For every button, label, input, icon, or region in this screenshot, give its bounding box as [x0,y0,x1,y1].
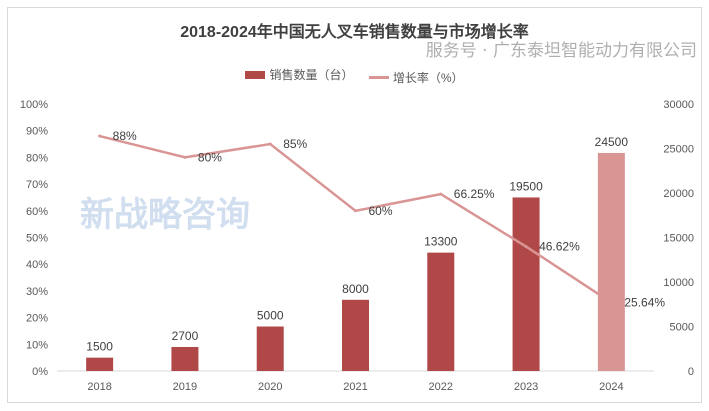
legend: 销售数量（台） 增长率（%） [0,66,709,86]
bar [256,326,284,371]
line-label: 46.62% [539,240,580,254]
left-tick-label: 10% [26,339,48,351]
line-label: 66.25% [454,187,495,201]
bar [512,197,540,371]
x-tick-label: 2022 [429,381,453,393]
right-tick-label: 25000 [663,144,694,156]
left-tick-label: 20% [26,313,48,325]
line-point [524,245,528,249]
bar-label: 13300 [424,235,458,249]
left-tick-label: 60% [26,206,48,218]
legend-swatch-line [368,75,389,79]
right-tick-label: 30000 [663,99,694,111]
legend-item-sales[interactable]: 销售数量（台） [245,66,354,83]
left-tick-label: 0% [32,366,48,378]
left-tick-label: 100% [20,99,48,111]
bar-label: 1500 [86,340,113,354]
x-tick-label: 2021 [343,381,367,393]
left-tick-label: 40% [26,259,48,271]
x-tick-label: 2018 [87,381,111,393]
x-tick-label: 2020 [258,381,282,393]
line-point [268,142,272,146]
right-tick-label: 10000 [663,277,694,289]
line-point [183,155,187,159]
bar [427,252,455,371]
line-point [98,134,102,138]
line-label: 25.64% [624,296,665,310]
bar-label: 24500 [595,135,629,149]
chart-frame [7,7,702,403]
line-label: 80% [198,150,222,164]
line-label: 60% [369,204,393,218]
bar-label: 2700 [172,329,199,343]
legend-item-growth[interactable]: 增长率（%） [368,69,464,86]
legend-label-growth: 增长率（%） [392,70,464,85]
left-tick-label: 90% [26,126,48,138]
x-tick-label: 2019 [173,381,197,393]
bar [171,346,199,371]
left-tick-label: 30% [26,286,48,298]
left-tick-label: 70% [26,179,48,191]
left-tick-label: 50% [26,233,48,245]
legend-swatch-bar [245,70,266,79]
right-tick-label: 20000 [663,188,694,200]
watermark-logo: 新战略咨询 [80,195,250,235]
bar-label: 5000 [257,309,284,323]
bar [86,357,114,371]
right-tick-label: 15000 [663,233,694,245]
line-point [439,192,443,196]
legend-label-sales: 销售数量（台） [269,68,354,82]
x-tick-label: 2024 [599,381,623,393]
bar-label: 19500 [509,179,543,193]
chart-title: 2018-2024年中国无人叉车销售数量与市场增长率 [180,24,529,41]
line-point [609,301,613,305]
line-label: 85% [283,137,307,151]
right-tick-label: 0 [688,366,694,378]
bar [342,299,369,371]
left-tick-label: 80% [26,152,48,164]
line-point [354,209,357,213]
bar [597,152,625,371]
line-label: 88% [113,129,137,143]
x-tick-label: 2023 [514,381,538,393]
right-tick-label: 5000 [670,322,694,334]
bar-label: 8000 [342,282,369,296]
watermark-footer: 服务号 · 广东泰坦智能动力有限公司 [425,41,697,61]
